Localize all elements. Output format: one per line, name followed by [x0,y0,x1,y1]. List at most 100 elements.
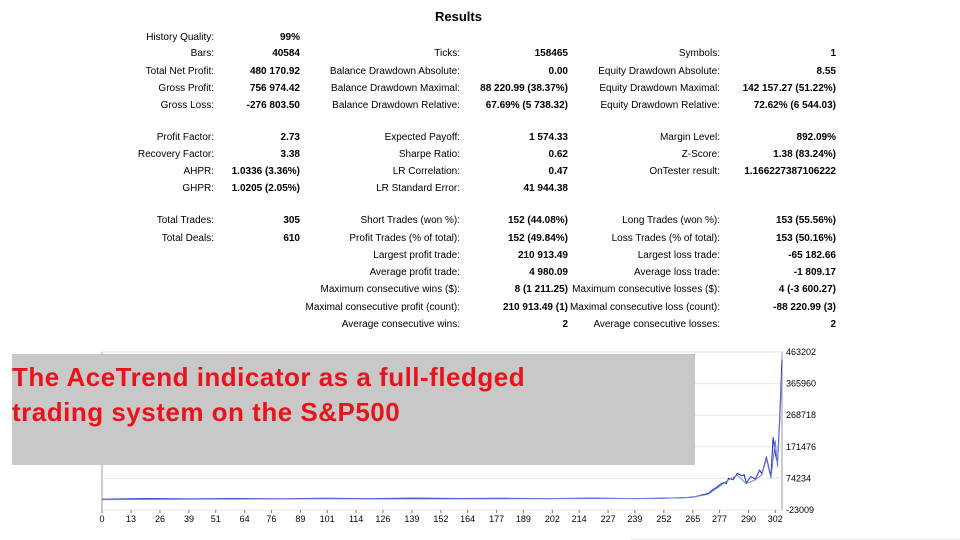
stat-value: 1 574.33 [529,132,568,143]
stat-value: 756 974.42 [249,83,300,94]
stat-label: Equity Drawdown Relative: [600,100,721,111]
stat-label: Profit Factor: [156,132,214,143]
stat-value: 2.73 [280,132,300,143]
y-tick-label: 463202 [786,347,816,357]
stat-label: Total Trades: [156,215,214,226]
stat-label: Expected Payoff: [384,132,460,143]
stat-label: Total Net Profit: [145,66,214,77]
stat-value: 610 [283,233,300,244]
stat-value: 40584 [272,48,300,59]
stat-label: Balance Drawdown Absolute: [329,66,460,77]
x-tick-label: 51 [211,514,221,524]
stat-label: Gross Profit: [158,83,214,94]
stat-value: 0.47 [548,166,568,177]
x-tick-label: 227 [601,514,616,524]
x-tick-label: 101 [320,514,335,524]
x-tick-label: 277 [712,514,727,524]
stat-value: 1.0205 (2.05%) [231,183,300,194]
x-tick-label: 189 [516,514,531,524]
x-tick-label: 139 [404,514,419,524]
stat-label: Loss Trades (% of total): [611,233,720,244]
stat-value: 1.166227387106222 [744,166,836,177]
stat-value: 4 980.09 [529,267,568,278]
y-tick-label: -23009 [786,505,814,515]
stat-value: 2 [562,319,568,330]
x-tick-label: 76 [266,514,276,524]
stat-label: Sharpe Ratio: [398,149,460,160]
x-tick-label: 252 [656,514,671,524]
x-tick-label: 164 [460,514,475,524]
stat-label: Equity Drawdown Absolute: [598,66,720,77]
stat-label: Maximal consecutive loss (count): [569,302,720,313]
x-tick-label: 39 [184,514,194,524]
stat-label: Z-Score: [681,149,720,160]
stat-value: 3.38 [280,149,300,160]
stat-label: Recovery Factor: [137,149,214,160]
stat-value: 210 913.49 (1) [502,302,568,313]
stat-value: 67.69% (5 738.32) [485,100,568,111]
stat-value: 210 913.49 [517,250,568,261]
x-tick-label: 265 [685,514,700,524]
x-tick-label: 126 [375,514,390,524]
y-tick-label: 171476 [786,442,816,452]
stat-value: 2 [830,319,836,330]
stat-label: OnTester result: [649,166,720,177]
stat-label: Maximal consecutive profit (count): [305,302,460,313]
overlay-line-1: The AceTrend indicator as a full-fledged [12,362,526,392]
stat-value: 8.55 [816,66,836,77]
stat-label: AHPR: [183,166,214,177]
x-tick-label: 152 [433,514,448,524]
stat-value: 305 [283,215,300,226]
stat-label: Maximum consecutive losses ($): [572,284,720,295]
stat-label: Balance Drawdown Maximal: [331,83,460,94]
stat-value: 0.00 [548,66,568,77]
x-tick-label: 64 [240,514,250,524]
stat-value: -276 803.50 [246,100,300,111]
x-tick-label: 239 [627,514,642,524]
stat-label: Largest profit trade: [373,250,460,261]
stat-label: LR Correlation: [392,166,460,177]
x-tick-label: 202 [545,514,560,524]
stat-label: Profit Trades (% of total): [349,233,460,244]
stat-value: 1 [830,48,836,59]
stat-value: -88 220.99 (3) [773,302,836,313]
stat-value: 1.0336 (3.36%) [231,166,300,177]
x-tick-label: 290 [741,514,756,524]
stat-value: 480 170.92 [249,66,300,77]
report-title: Results [435,9,482,24]
stat-label: Total Deals: [161,233,214,244]
x-tick-label: 13 [126,514,136,524]
stat-value: -65 182.66 [788,250,836,261]
stat-label: Symbols: [678,48,720,59]
stat-label: Short Trades (won %): [360,215,460,226]
x-tick-label: 114 [349,514,363,524]
stat-value: 72.62% (6 544.03) [753,100,836,111]
y-tick-label: 365960 [786,379,816,389]
overlay-line-2: trading system on the S&P500 [12,397,401,427]
stat-label: Largest loss trade: [637,250,720,261]
stat-label: Average profit trade: [369,267,460,278]
stat-label: GHPR: [182,183,214,194]
stat-label: Bars: [190,48,214,59]
stat-label: Balance Drawdown Relative: [332,100,460,111]
stat-label: Margin Level: [659,132,720,143]
stat-value: 153 (55.56%) [775,215,836,226]
x-tick-label: 177 [489,514,504,524]
stat-label: History Quality: [146,32,214,43]
stat-value: 153 (50.16%) [775,233,836,244]
stat-label: Ticks: [434,48,460,59]
stat-value: 4 (-3 600.27) [778,284,836,295]
series-line-equity [101,372,783,501]
x-tick-label: 0 [99,514,104,524]
corner-decoration [631,538,960,540]
title-overlay: The AceTrend indicator as a full-fledged… [12,354,695,465]
stat-value: 158465 [534,48,568,59]
stat-label: LR Standard Error: [376,183,460,194]
stat-label: Average consecutive wins: [341,319,460,330]
stat-label: Average loss trade: [634,267,720,278]
x-tick-label: 26 [155,514,165,524]
y-tick-label: 74234 [786,473,811,483]
x-tick-label: 302 [768,514,783,524]
x-tick-label: 89 [295,514,305,524]
stat-value: -1 809.17 [793,267,836,278]
